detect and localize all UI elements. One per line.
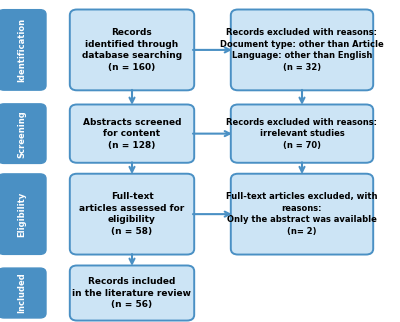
FancyBboxPatch shape [70,104,194,163]
FancyBboxPatch shape [70,265,194,321]
Text: Screening: Screening [18,110,26,157]
Text: Identification: Identification [18,18,26,82]
FancyBboxPatch shape [0,10,46,90]
Text: Full-text
articles assessed for
eligibility
(n = 58): Full-text articles assessed for eligibil… [79,193,185,236]
Text: Eligibility: Eligibility [18,192,26,237]
FancyBboxPatch shape [0,268,46,318]
Text: Records excluded with reasons:
irrelevant studies
(n = 70): Records excluded with reasons: irrelevan… [226,118,378,150]
Text: Records excluded with reasons:
Document type: other than Article
Language: other: Records excluded with reasons: Document … [220,28,384,71]
FancyBboxPatch shape [231,10,373,90]
FancyBboxPatch shape [70,10,194,90]
FancyBboxPatch shape [70,174,194,254]
FancyBboxPatch shape [231,104,373,163]
Text: Full-text articles excluded, with
reasons:
Only the abstract was available
(n= 2: Full-text articles excluded, with reason… [226,193,378,236]
Text: Records
identified through
database searching
(n = 160): Records identified through database sear… [82,28,182,71]
FancyBboxPatch shape [0,104,46,164]
Text: Records included
in the literature review
(n = 56): Records included in the literature revie… [72,277,192,309]
Text: Included: Included [18,273,26,313]
Text: Abstracts screened
for content
(n = 128): Abstracts screened for content (n = 128) [83,118,181,150]
FancyBboxPatch shape [0,174,46,254]
FancyBboxPatch shape [231,174,373,254]
